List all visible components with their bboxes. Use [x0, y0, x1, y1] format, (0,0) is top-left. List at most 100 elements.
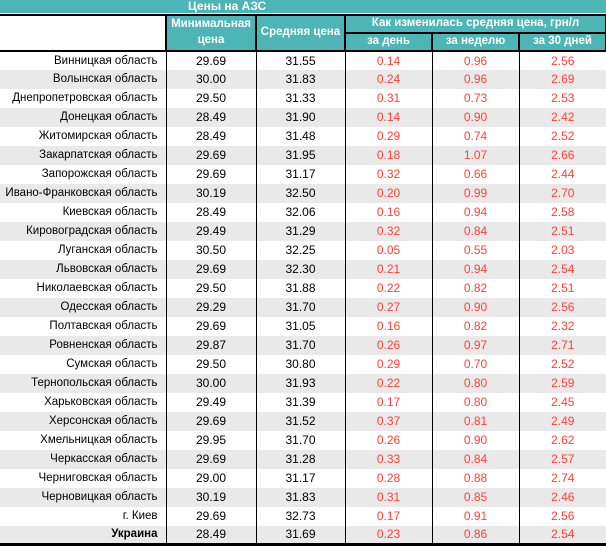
- change-day-value: 0.21: [344, 259, 432, 279]
- change-week-value: 0.90: [431, 297, 519, 317]
- min-price-value: 29.69: [165, 506, 256, 526]
- min-price-value: 29.69: [165, 411, 256, 431]
- region-name: Черновицкая область: [41, 491, 158, 504]
- avg-price-value: 31.52: [255, 411, 345, 431]
- change-day-value: 0.14: [344, 50, 432, 70]
- table-row: Киевская область 28.49 32.06 0.16 0.94 2…: [0, 202, 606, 222]
- region-name: Одесская область: [60, 301, 158, 314]
- change-week-value: 0.55: [431, 240, 519, 260]
- change-day-value: 0.29: [344, 126, 432, 146]
- change-month-value: 2.03: [518, 240, 606, 260]
- change-month-value: 2.51: [518, 221, 606, 241]
- avg-price-value: 30.80: [255, 354, 345, 374]
- change-week-value: 0.94: [431, 259, 519, 279]
- min-price-value: 29.49: [165, 392, 256, 412]
- change-month-header: за 30 дней: [517, 31, 606, 52]
- change-month-value: 2.42: [518, 107, 606, 127]
- change-week-value: 0.85: [431, 487, 519, 507]
- avg-price-value: 32.73: [255, 506, 345, 526]
- change-week-header: за неделю: [431, 31, 520, 52]
- change-day-value: 0.16: [344, 316, 432, 336]
- change-month-value: 2.46: [518, 487, 606, 507]
- region-name: Житомирская область: [38, 130, 158, 143]
- table-row: Волынская область 30.00 31.83 0.24 0.96 …: [0, 69, 606, 89]
- table-row: Винницкая область 29.69 31.55 0.14 0.96 …: [0, 50, 606, 70]
- min-price-value: 29.00: [165, 468, 256, 488]
- region-name: Запорожская область: [41, 168, 158, 181]
- min-price-value: 29.69: [165, 316, 256, 336]
- change-day-value: 0.28: [344, 468, 432, 488]
- change-week-value: 0.86: [431, 525, 519, 545]
- change-month-value: 2.69: [518, 69, 606, 89]
- table-row: Черкасская область 29.69 31.28 0.33 0.84…: [0, 449, 606, 469]
- change-week-value: 0.82: [431, 278, 519, 298]
- change-week-value: 0.66: [431, 164, 519, 184]
- change-month-value: 2.58: [518, 202, 606, 222]
- min-price-value: 29.87: [165, 335, 256, 355]
- change-month-value: 2.51: [518, 278, 606, 298]
- avg-price-value: 31.93: [255, 373, 345, 393]
- table-row: Львовская область 29.69 32.30 0.21 0.94 …: [0, 259, 606, 279]
- avg-price-value: 31.83: [255, 487, 345, 507]
- change-day-value: 0.20: [344, 183, 432, 203]
- region-name: Закарпатская область: [39, 149, 158, 162]
- change-day-value: 0.22: [344, 278, 432, 298]
- table-row: г. Киев 29.69 32.73 0.17 0.91 2.56: [0, 506, 606, 526]
- avg-price-value: 31.29: [255, 221, 345, 241]
- change-week-value: 0.99: [431, 183, 519, 203]
- change-week-value: 0.82: [431, 316, 519, 336]
- table-row: Днепропетровская область 29.50 31.33 0.3…: [0, 88, 606, 108]
- region-name: Полтавская область: [49, 320, 158, 333]
- table-row: Кировоградская область 29.49 31.29 0.32 …: [0, 221, 606, 241]
- change-week-value: 0.97: [431, 335, 519, 355]
- change-month-value: 2.45: [518, 392, 606, 412]
- table-row: Закарпатская область 29.69 31.95 0.18 1.…: [0, 145, 606, 165]
- avg-price-value: 31.28: [255, 449, 345, 469]
- avg-price-value: 32.30: [255, 259, 345, 279]
- table-row: Одесская область 29.29 31.70 0.27 0.90 2…: [0, 297, 606, 317]
- table-row: Полтавская область 29.69 31.05 0.16 0.82…: [0, 316, 606, 336]
- change-day-value: 0.26: [344, 335, 432, 355]
- table-row: Украина 28.49 31.69 0.23 0.86 2.54: [0, 525, 606, 545]
- change-month-value: 2.74: [518, 468, 606, 488]
- min-price-value: 30.19: [165, 487, 256, 507]
- change-week-value: 0.74: [431, 126, 519, 146]
- min-price-value: 29.69: [165, 50, 256, 70]
- avg-price-value: 31.33: [255, 88, 345, 108]
- min-price-value: 28.49: [165, 107, 256, 127]
- table-title: Цены на АЗС: [0, 0, 606, 13]
- table-row: Луганская область 30.50 32.25 0.05 0.55 …: [0, 240, 606, 260]
- change-week-value: 0.73: [431, 88, 519, 108]
- change-month-value: 2.54: [518, 525, 606, 545]
- avg-price-value: 31.70: [255, 430, 345, 450]
- region-name: Харьковская область: [44, 396, 158, 409]
- table-row: Ровненская область 29.87 31.70 0.26 0.97…: [0, 335, 606, 355]
- min-price-value: 29.69: [165, 164, 256, 184]
- change-month-value: 2.56: [518, 297, 606, 317]
- table-row: Сумская область 29.50 30.80 0.29 0.70 2.…: [0, 354, 606, 374]
- avg-price-value: 31.55: [255, 50, 345, 70]
- change-month-value: 2.59: [518, 373, 606, 393]
- region-name: Донецкая область: [60, 111, 158, 124]
- min-price-header: Минимальная цена: [165, 14, 257, 52]
- change-day-header: за день: [344, 31, 433, 52]
- change-day-value: 0.29: [344, 354, 432, 374]
- region-name: Сумская область: [66, 358, 158, 371]
- avg-price-value: 31.69: [255, 525, 345, 545]
- change-day-value: 0.05: [344, 240, 432, 260]
- change-day-value: 0.17: [344, 392, 432, 412]
- region-name: Днепропетровская область: [12, 92, 158, 105]
- change-week-value: 0.96: [431, 69, 519, 89]
- avg-price-value: 31.70: [255, 335, 345, 355]
- table-row: Херсонская область 29.69 31.52 0.37 0.81…: [0, 411, 606, 431]
- change-week-value: 0.80: [431, 373, 519, 393]
- avg-price-value: 32.25: [255, 240, 345, 260]
- avg-price-value: 31.05: [255, 316, 345, 336]
- change-month-value: 2.52: [518, 126, 606, 146]
- change-group-header: Как изменилась средняя цена, грн/л: [343, 14, 606, 34]
- avg-price-header: Средняя цена: [255, 14, 346, 52]
- min-price-value: 29.49: [165, 221, 256, 241]
- region-name: Хмельницкая область: [40, 434, 158, 447]
- table-row: Житомирская область 28.49 31.48 0.29 0.7…: [0, 126, 606, 146]
- change-month-value: 2.56: [518, 506, 606, 526]
